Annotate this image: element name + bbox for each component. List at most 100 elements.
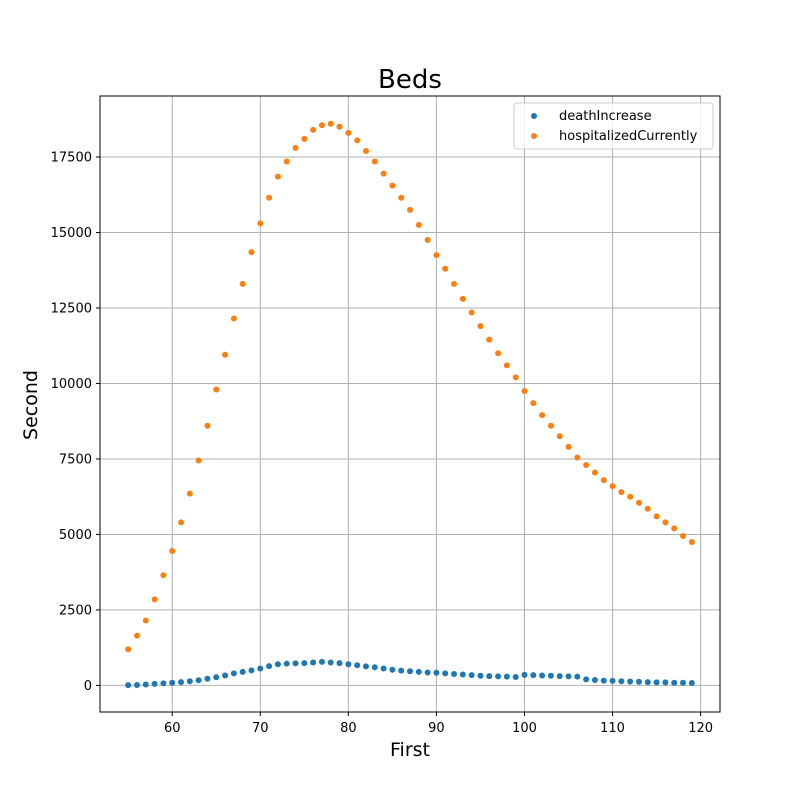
deathIncrease-point xyxy=(600,677,607,684)
deathIncrease-point xyxy=(662,679,669,686)
deathIncrease-point xyxy=(653,679,660,686)
hospitalizedCurrently-point xyxy=(512,374,519,381)
hospitalizedCurrently-point xyxy=(204,422,211,429)
hospitalizedCurrently-point xyxy=(222,351,229,358)
deathIncrease-point xyxy=(310,659,317,666)
hospitalizedCurrently-point xyxy=(133,632,140,639)
series-deathIncrease xyxy=(125,658,695,689)
hospitalizedCurrently-point xyxy=(186,490,193,497)
x-axis-label: First xyxy=(390,739,430,761)
hospitalizedCurrently-point xyxy=(151,596,158,603)
hospitalizedCurrently-point xyxy=(591,469,598,476)
hospitalizedCurrently-point xyxy=(600,477,607,484)
deathIncrease-point xyxy=(583,676,590,683)
x-tick-label: 60 xyxy=(164,721,181,736)
deathIncrease-point xyxy=(609,677,616,684)
deathIncrease-point xyxy=(398,667,405,674)
x-tick-label: 100 xyxy=(512,721,537,736)
hospitalizedCurrently-point xyxy=(495,350,502,357)
deathIncrease-point xyxy=(186,678,193,685)
deathIncrease-point xyxy=(257,665,264,672)
deathIncrease-point xyxy=(362,663,369,670)
hospitalizedCurrently-point xyxy=(257,220,264,227)
y-tick-label: 5000 xyxy=(59,528,92,543)
plot-area-frame xyxy=(99,95,721,713)
x-tick-label: 90 xyxy=(428,721,445,736)
hospitalizedCurrently-point xyxy=(415,221,422,228)
hospitalizedCurrently-point xyxy=(565,443,572,450)
deathIncrease-point xyxy=(495,673,502,680)
x-axis-ticks: 60 70 80 90 100 110 120 xyxy=(164,712,713,736)
series-hospitalizedCurrently xyxy=(125,120,695,653)
hospitalizedCurrently-point xyxy=(486,336,493,343)
deathIncrease-point xyxy=(283,660,290,667)
deathIncrease-point xyxy=(635,678,642,685)
deathIncrease-point xyxy=(459,671,466,678)
hospitalizedCurrently-point xyxy=(318,122,325,129)
deathIncrease-point xyxy=(671,679,678,686)
deathIncrease-point xyxy=(354,662,361,669)
deathIncrease-point xyxy=(345,661,352,668)
deathIncrease-point xyxy=(380,665,387,672)
hospitalizedCurrently-point xyxy=(354,137,361,144)
deathIncrease-point xyxy=(133,681,140,688)
hospitalizedCurrently-point xyxy=(644,505,651,512)
hospitalizedCurrently-point xyxy=(477,323,484,330)
x-tick-label: 110 xyxy=(600,721,625,736)
hospitalizedCurrently-point xyxy=(125,646,132,653)
deathIncrease-point xyxy=(618,678,625,685)
hospitalizedCurrently-point xyxy=(424,237,431,244)
hospitalizedCurrently-point xyxy=(292,144,299,151)
hospitalizedCurrently-point xyxy=(239,280,246,287)
deathIncrease-point xyxy=(539,672,546,679)
deathIncrease-point xyxy=(248,667,255,674)
hospitalizedCurrently-point xyxy=(451,280,458,287)
deathIncrease-point xyxy=(442,670,449,677)
hospitalizedCurrently-point xyxy=(195,457,202,464)
hospitalizedCurrently-point xyxy=(583,461,590,468)
hospitalizedCurrently-point xyxy=(609,483,616,490)
y-axis-ticks: 0 2500 5000 7500 10000 12500 15000 17500 xyxy=(51,150,100,694)
deathIncrease-point xyxy=(213,674,220,681)
hospitalizedCurrently-point xyxy=(160,572,167,579)
deathIncrease-point xyxy=(274,661,281,668)
deathIncrease-point xyxy=(565,673,572,680)
deathIncrease-point xyxy=(468,672,475,679)
y-tick-label: 7500 xyxy=(59,452,92,467)
legend-label-deathIncrease: deathIncrease xyxy=(559,109,652,124)
hospitalizedCurrently-point xyxy=(556,433,563,440)
deathIncrease-point xyxy=(160,680,167,687)
hospitalizedCurrently-point xyxy=(459,295,466,302)
deathIncrease-point xyxy=(371,664,378,671)
hospitalizedCurrently-point xyxy=(274,173,281,180)
hospitalizedCurrently-point xyxy=(213,386,220,393)
deathIncrease-point xyxy=(239,668,246,675)
hospitalizedCurrently-point xyxy=(266,194,273,201)
hospitalizedCurrently-point xyxy=(230,315,237,322)
hospitalizedCurrently-point xyxy=(327,120,334,127)
legend-label-hospitalizedCurrently: hospitalizedCurrently xyxy=(559,129,698,144)
hospitalizedCurrently-point xyxy=(671,525,678,532)
deathIncrease-point xyxy=(204,675,211,682)
hospitalizedCurrently-point xyxy=(310,126,317,133)
deathIncrease-point xyxy=(222,672,229,679)
hospitalizedCurrently-point xyxy=(142,617,149,624)
hospitalizedCurrently-point xyxy=(618,489,625,496)
deathIncrease-point xyxy=(530,672,537,679)
x-tick-label: 70 xyxy=(252,721,269,736)
deathIncrease-point xyxy=(327,659,334,666)
deathIncrease-point xyxy=(151,680,158,687)
hospitalizedCurrently-point xyxy=(301,135,308,142)
deathIncrease-point xyxy=(407,668,413,675)
deathIncrease-point xyxy=(169,679,176,686)
deathIncrease-point xyxy=(451,670,458,677)
legend-frame xyxy=(513,102,714,150)
hospitalizedCurrently-point xyxy=(547,422,554,429)
hospitalizedCurrently-point xyxy=(389,182,396,189)
hospitalizedCurrently-point xyxy=(362,147,369,154)
hospitalizedCurrently-point xyxy=(662,519,669,526)
hospitalizedCurrently-point xyxy=(433,252,440,259)
deathIncrease-point xyxy=(142,681,149,688)
deathIncrease-point xyxy=(318,658,325,665)
